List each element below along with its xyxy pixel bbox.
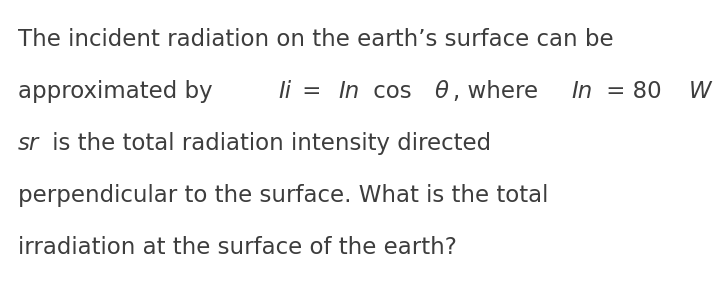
Text: /: / [719, 80, 720, 103]
Text: sr: sr [18, 132, 40, 155]
Text: The incident radiation on the earth’s surface can be: The incident radiation on the earth’s su… [18, 28, 613, 51]
Text: is the total radiation intensity directed: is the total radiation intensity directe… [45, 132, 492, 155]
Text: = 80: = 80 [599, 80, 669, 103]
Text: approximated by: approximated by [18, 80, 220, 103]
Text: =: = [295, 80, 329, 103]
Text: θ: θ [434, 80, 449, 103]
Text: irradiation at the surface of the earth?: irradiation at the surface of the earth? [18, 236, 457, 259]
Text: Ii: Ii [279, 80, 292, 103]
Text: In: In [339, 80, 360, 103]
Text: cos: cos [366, 80, 419, 103]
Text: perpendicular to the surface. What is the total: perpendicular to the surface. What is th… [18, 184, 549, 207]
Text: , where: , where [452, 80, 545, 103]
Text: W: W [689, 80, 712, 103]
Text: In: In [572, 80, 593, 103]
